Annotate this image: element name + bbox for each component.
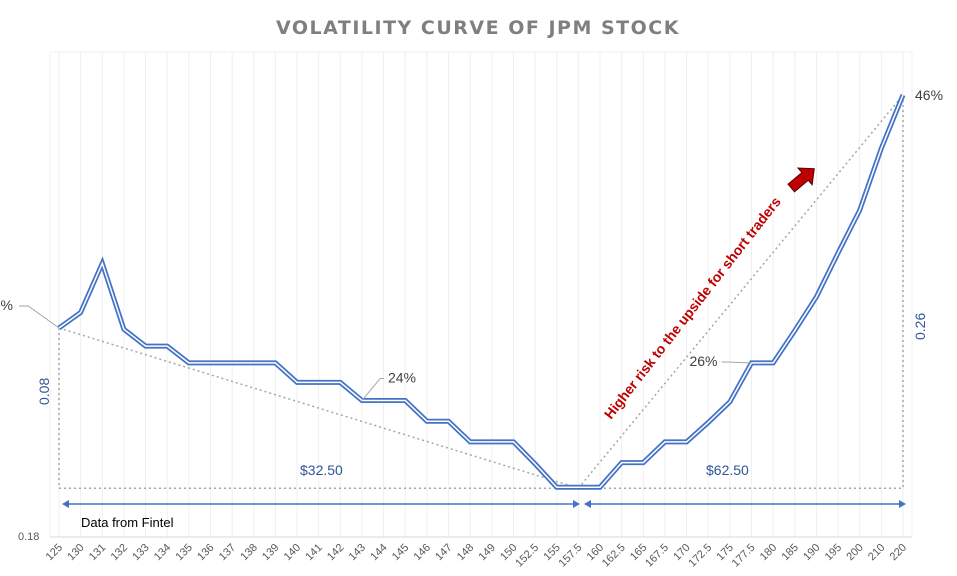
left-span-label: $32.50 [300, 462, 343, 478]
x-tick-label: 190 [801, 542, 822, 563]
x-tick-label: 180 [758, 542, 779, 563]
data-label: 28% [0, 297, 13, 313]
chart-title: VOLATILITY CURVE OF JPM STOCK [276, 17, 680, 39]
x-tick-label: 133 [130, 542, 151, 563]
data-label: 46% [915, 87, 943, 103]
x-tick-label: 220 [888, 542, 909, 563]
guide-lines [58, 94, 904, 489]
x-tick-label: 136 [195, 542, 216, 563]
x-tick-label: 142 [325, 542, 346, 563]
data-label: 24% [388, 369, 416, 385]
x-tick-label: 134 [152, 542, 173, 563]
x-tick-label: 200 [844, 542, 865, 563]
span-arrows [62, 500, 906, 508]
left-axis-value: 0.08 [36, 378, 52, 405]
x-tick-label: 172.5 [686, 542, 714, 570]
plot-area [49, 51, 913, 538]
x-tick-label: 149 [476, 542, 497, 563]
x-tick-label: 157.5 [557, 542, 585, 570]
x-tick-label: 139 [260, 542, 281, 563]
data-label: 26% [689, 353, 717, 369]
x-tick-label: 141 [303, 542, 324, 563]
leader-line [721, 361, 752, 364]
right-arrowhead [899, 500, 906, 508]
left-arrowhead [62, 500, 69, 508]
x-tick-label: 148 [455, 542, 476, 563]
series-volatility [57, 94, 906, 490]
left-arrowhead-end [573, 500, 580, 508]
right-span-label: $62.50 [706, 462, 749, 478]
x-tick-label: 210 [866, 542, 887, 563]
x-axis-ticks: 125 130 131 132 133 134 135 136 137 138 139 140 141 1… [44, 542, 909, 570]
x-tick-label: 125 [44, 542, 65, 563]
x-tick-label: 131 [87, 542, 108, 563]
series-line-inner [58, 94, 904, 488]
right-arrowhead-start [584, 500, 591, 508]
x-tick-label: 167.5 [643, 542, 671, 570]
x-tick-label: 152.5 [513, 542, 541, 570]
left-slope-guide [58, 327, 579, 489]
right-slope-guide [577, 94, 904, 489]
up-arrow-icon [787, 167, 815, 193]
x-tick-label: 132 [109, 542, 130, 563]
right-axis-value: 0.26 [912, 313, 928, 340]
x-tick-label: 185 [779, 542, 800, 563]
x-tick-label: 162.5 [600, 542, 628, 570]
x-tick-label: 140 [282, 542, 303, 563]
x-tick-label: 130 [65, 542, 86, 563]
risk-note: Higher risk to the upside for short trad… [601, 194, 784, 422]
source-note: Data from Fintel [81, 515, 174, 530]
series-line-outer [57, 94, 906, 490]
data-labels: 28% 24% 26% 46% [0, 87, 943, 401]
x-tick-label: 147 [433, 542, 454, 563]
x-tick-label: 138 [238, 542, 259, 563]
gridlines [58, 52, 904, 537]
x-tick-label: 137 [217, 542, 238, 563]
x-tick-label: 143 [347, 542, 368, 563]
x-tick-label: 195 [823, 542, 844, 563]
x-tick-label: 135 [174, 542, 195, 563]
leader-line [19, 305, 60, 329]
leader-line [361, 377, 384, 401]
x-tick-label: 177.5 [730, 542, 758, 570]
x-tick-label: 145 [390, 542, 411, 563]
x-tick-label: 146 [412, 542, 433, 563]
x-tick-label: 144 [368, 542, 389, 563]
bottom-left-axis-text: 0.18 [18, 531, 39, 543]
